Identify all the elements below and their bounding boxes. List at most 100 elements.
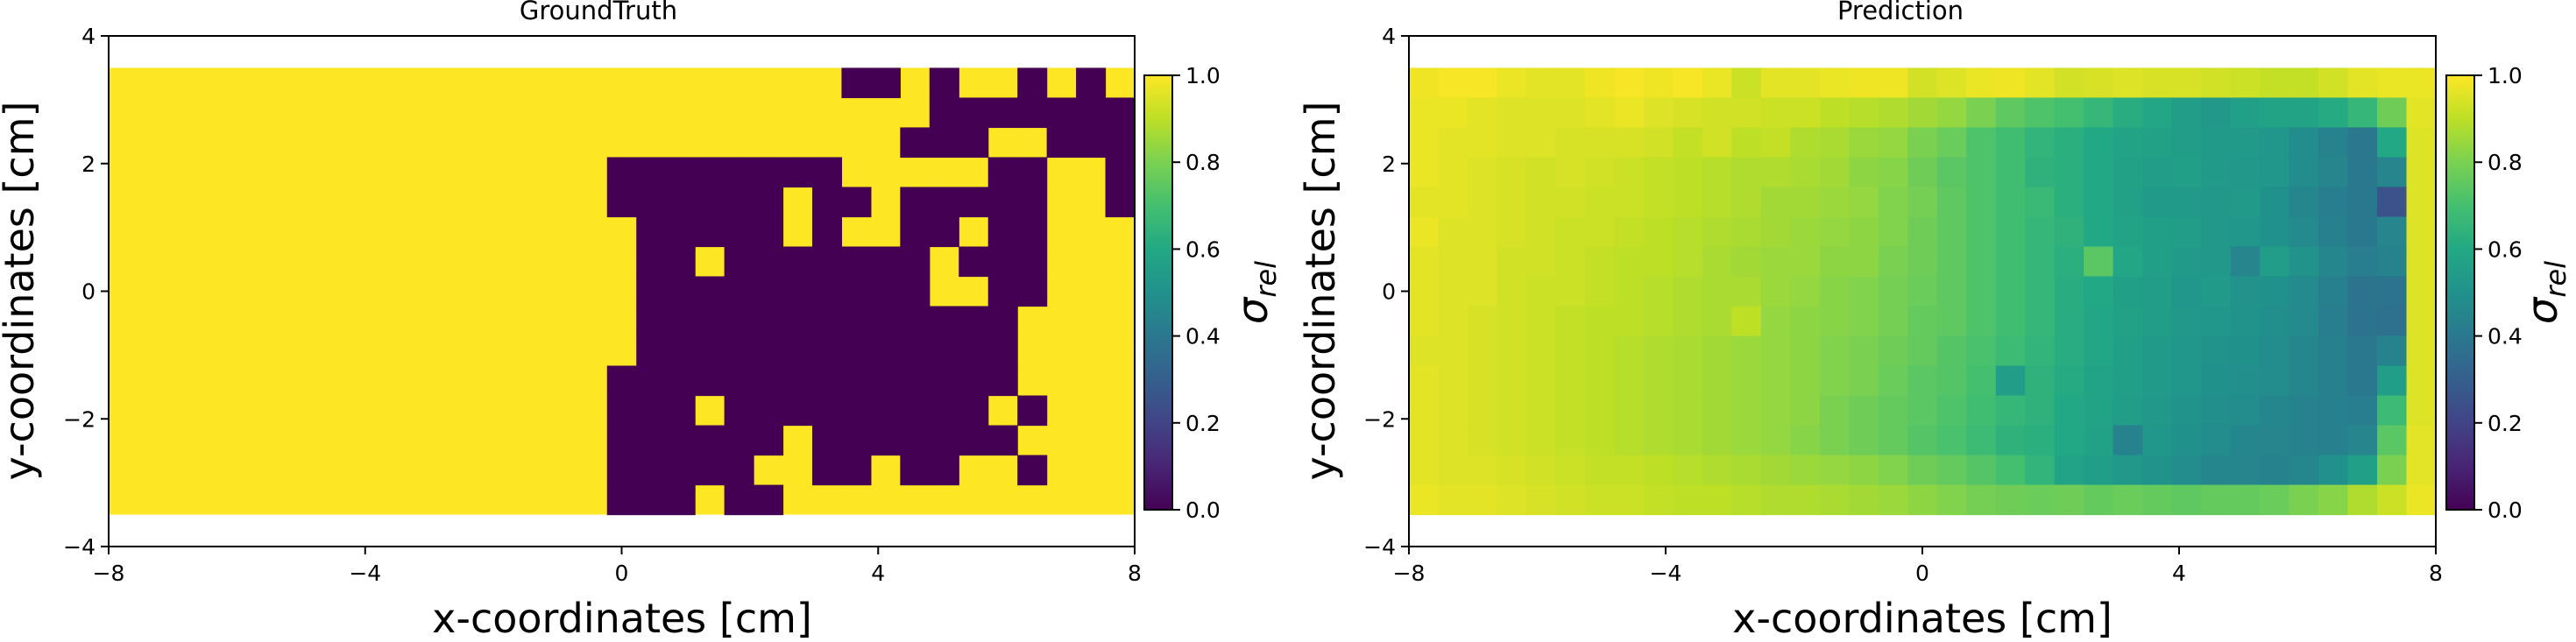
heatmap-cell [2112,97,2143,129]
heatmap-cell [2054,455,2084,486]
heatmap-cell [959,97,989,129]
heatmap-cell [1731,246,1762,278]
heatmap-cell [1438,187,1468,218]
heatmap-cell [1849,127,1879,159]
heatmap-cell [1525,306,1557,337]
heatmap-cell [841,306,872,337]
heatmap-cell [1760,276,1791,307]
heatmap-cell [987,365,1018,397]
heatmap-cell [959,395,989,427]
heatmap-cell [1614,276,1645,307]
y-tick-label: −2 [63,406,96,432]
heatmap-cell [1673,157,1703,188]
heatmap-cell [2230,335,2261,367]
heatmap-cell [2377,335,2408,367]
x-axis-label: x-coordinates [cm] [432,595,812,642]
heatmap-cell [2260,425,2290,456]
colorbar-label: σrel [2518,261,2572,324]
heatmap-cell [2230,395,2261,427]
heatmap-cell [1907,97,1938,129]
heatmap-cell [2289,216,2319,248]
heatmap-cell [2260,67,2290,99]
heatmap-cell [1409,216,1440,248]
heatmap-cell [2406,455,2437,486]
heatmap-cell [959,425,989,456]
heatmap-cell [841,455,872,486]
heatmap-cell [1673,395,1703,427]
heatmap-cell [811,187,843,218]
heatmap-cell [2289,395,2319,427]
heatmap-cell [1966,127,1997,159]
heatmap-cell [2347,425,2378,456]
heatmap-cell [754,246,784,278]
heatmap-cell [2377,97,2408,129]
heatmap-cell [1017,97,1048,129]
heatmap-cell [1105,97,1136,129]
heatmap-cell [2347,335,2378,367]
heatmap-cell [1467,127,1498,159]
heatmap-cell [2171,127,2202,159]
heatmap-cell [2318,127,2349,159]
heatmap-cell [1409,67,1440,99]
heatmap-cell [724,365,754,397]
heatmap-cell [1995,395,2026,427]
heatmap-cell [2171,365,2202,397]
heatmap-cell [2142,425,2173,456]
heatmap-cell [1643,335,1674,367]
heatmap-cell [1525,484,1557,516]
heatmap-cell [2406,187,2437,218]
heatmap-cell [724,484,754,516]
heatmap-cell [754,216,784,248]
colorbar-gradient [2445,74,2475,511]
heatmap-cell [2054,187,2084,218]
y-tick-label: 2 [81,152,96,177]
heatmap-cell [1525,276,1557,307]
heatmap-cell [1760,395,1791,427]
heatmap-cell [665,276,696,307]
heatmap-cell [1907,157,1938,188]
heatmap-cell [1555,395,1586,427]
heatmap-cell [1995,187,2026,218]
heatmap-cell [1584,187,1615,218]
heatmap-cell [2084,335,2114,367]
heatmap-cell [1614,216,1645,248]
heatmap-cell [2201,67,2232,99]
heatmap-cell [2171,97,2202,129]
heatmap-cell [1046,127,1077,159]
y-tick-label: 4 [1382,24,1396,49]
heatmap-cell [1731,306,1762,337]
heatmap-cell [1878,216,1908,248]
heatmap-cell [1731,425,1762,456]
heatmap-cell [2347,127,2378,159]
heatmap-cell [2289,484,2319,516]
heatmap-cell [987,335,1018,367]
heatmap-cell [2406,216,2437,248]
heatmap-cell [636,157,667,188]
heatmap-cell [2112,187,2143,218]
heatmap-cell [1643,395,1674,427]
heatmap-cell [1995,484,2026,516]
heatmap-cell [2171,484,2202,516]
heatmap-cell [2377,395,2408,427]
heatmap-cell [1878,395,1908,427]
heatmap-cell [2142,216,2173,248]
heatmap-cell [1702,306,1732,337]
heatmap-cell [2347,276,2378,307]
heatmap-cell [1497,216,1527,248]
heatmap-cell [1849,216,1879,248]
heatmap-cell [1525,395,1557,427]
heatmap-cell [2054,216,2084,248]
heatmap-cell [1614,97,1645,129]
heatmap-cell [1760,484,1791,516]
heatmap-cell [2347,395,2378,427]
heatmap-cell [1673,67,1703,99]
heatmap-cell [695,216,725,248]
heatmap-cell [695,187,725,218]
heatmap-cell [929,67,959,99]
heatmap-cell [900,216,931,248]
heatmap-cell [1643,425,1674,456]
heatmap-cell [2201,97,2232,129]
heatmap-cell [1819,395,1850,427]
heatmap-cell [2318,246,2349,278]
heatmap-cell [2347,67,2378,99]
